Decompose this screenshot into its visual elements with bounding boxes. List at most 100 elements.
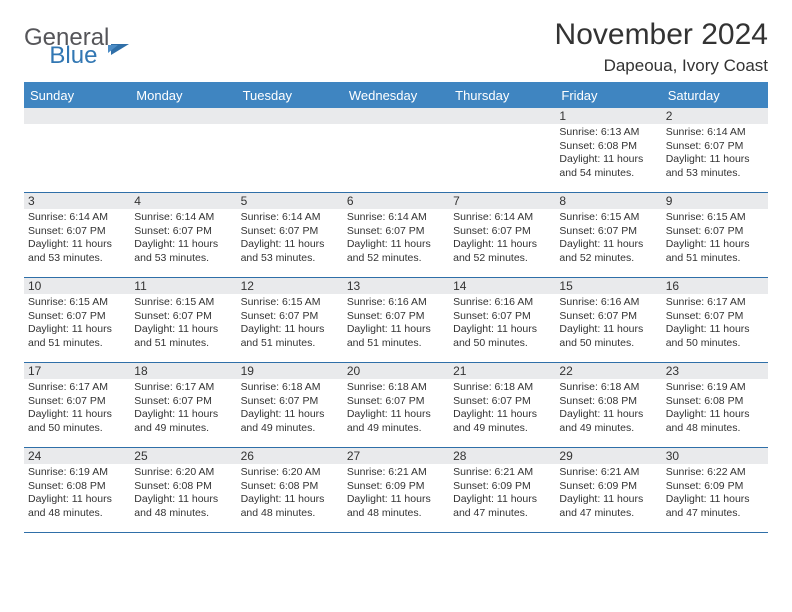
day-details: Sunrise: 6:20 AMSunset: 6:08 PMDaylight:…	[237, 464, 343, 524]
sunset-text: Sunset: 6:08 PM	[666, 395, 764, 409]
sunset-text: Sunset: 6:09 PM	[347, 480, 445, 494]
day-details: Sunrise: 6:19 AMSunset: 6:08 PMDaylight:…	[662, 379, 768, 439]
sunrise-text: Sunrise: 6:19 AM	[28, 466, 126, 480]
sunset-text: Sunset: 6:09 PM	[666, 480, 764, 494]
sunset-text: Sunset: 6:07 PM	[347, 225, 445, 239]
day-cell: 28Sunrise: 6:21 AMSunset: 6:09 PMDayligh…	[449, 448, 555, 532]
sunrise-text: Sunrise: 6:19 AM	[666, 381, 764, 395]
title-block: November 2024 Dapeoua, Ivory Coast	[555, 18, 768, 76]
day-details: Sunrise: 6:21 AMSunset: 6:09 PMDaylight:…	[449, 464, 555, 524]
day-cell: 8Sunrise: 6:15 AMSunset: 6:07 PMDaylight…	[555, 193, 661, 277]
day-details: Sunrise: 6:21 AMSunset: 6:09 PMDaylight:…	[555, 464, 661, 524]
day-cell: 13Sunrise: 6:16 AMSunset: 6:07 PMDayligh…	[343, 278, 449, 362]
daylight-text: Daylight: 11 hours and 47 minutes.	[666, 493, 764, 520]
daylight-text: Daylight: 11 hours and 50 minutes.	[559, 323, 657, 350]
day-cell: 15Sunrise: 6:16 AMSunset: 6:07 PMDayligh…	[555, 278, 661, 362]
daylight-text: Daylight: 11 hours and 49 minutes.	[134, 408, 232, 435]
day-details: Sunrise: 6:16 AMSunset: 6:07 PMDaylight:…	[449, 294, 555, 354]
day-cell	[237, 108, 343, 192]
day-number-empty	[24, 108, 130, 124]
day-number: 3	[24, 193, 130, 209]
day-details: Sunrise: 6:15 AMSunset: 6:07 PMDaylight:…	[555, 209, 661, 269]
sunrise-text: Sunrise: 6:15 AM	[666, 211, 764, 225]
day-details: Sunrise: 6:17 AMSunset: 6:07 PMDaylight:…	[662, 294, 768, 354]
sunrise-text: Sunrise: 6:17 AM	[666, 296, 764, 310]
day-number: 5	[237, 193, 343, 209]
sunset-text: Sunset: 6:07 PM	[347, 395, 445, 409]
sunrise-text: Sunrise: 6:17 AM	[134, 381, 232, 395]
day-details: Sunrise: 6:16 AMSunset: 6:07 PMDaylight:…	[555, 294, 661, 354]
day-number: 17	[24, 363, 130, 379]
location-label: Dapeoua, Ivory Coast	[555, 56, 768, 76]
day-number: 16	[662, 278, 768, 294]
day-number-empty	[343, 108, 449, 124]
sunrise-text: Sunrise: 6:14 AM	[666, 126, 764, 140]
day-number: 4	[130, 193, 236, 209]
day-number: 10	[24, 278, 130, 294]
day-cell: 23Sunrise: 6:19 AMSunset: 6:08 PMDayligh…	[662, 363, 768, 447]
sunrise-text: Sunrise: 6:18 AM	[347, 381, 445, 395]
daylight-text: Daylight: 11 hours and 52 minutes.	[347, 238, 445, 265]
calendar-page: General Blue November 2024 Dapeoua, Ivor…	[0, 0, 792, 612]
day-details: Sunrise: 6:18 AMSunset: 6:07 PMDaylight:…	[449, 379, 555, 439]
logo-text-blue: Blue	[49, 42, 97, 70]
day-details: Sunrise: 6:22 AMSunset: 6:09 PMDaylight:…	[662, 464, 768, 524]
day-cell: 5Sunrise: 6:14 AMSunset: 6:07 PMDaylight…	[237, 193, 343, 277]
day-details: Sunrise: 6:16 AMSunset: 6:07 PMDaylight:…	[343, 294, 449, 354]
sunrise-text: Sunrise: 6:14 AM	[28, 211, 126, 225]
sunrise-text: Sunrise: 6:15 AM	[28, 296, 126, 310]
sunrise-text: Sunrise: 6:14 AM	[347, 211, 445, 225]
sunset-text: Sunset: 6:08 PM	[28, 480, 126, 494]
day-number: 6	[343, 193, 449, 209]
day-details: Sunrise: 6:19 AMSunset: 6:08 PMDaylight:…	[24, 464, 130, 524]
day-cell: 18Sunrise: 6:17 AMSunset: 6:07 PMDayligh…	[130, 363, 236, 447]
sunrise-text: Sunrise: 6:16 AM	[347, 296, 445, 310]
day-cell: 16Sunrise: 6:17 AMSunset: 6:07 PMDayligh…	[662, 278, 768, 362]
day-number: 23	[662, 363, 768, 379]
day-details: Sunrise: 6:13 AMSunset: 6:08 PMDaylight:…	[555, 124, 661, 184]
day-cell: 10Sunrise: 6:15 AMSunset: 6:07 PMDayligh…	[24, 278, 130, 362]
day-details: Sunrise: 6:14 AMSunset: 6:07 PMDaylight:…	[662, 124, 768, 184]
day-number: 18	[130, 363, 236, 379]
day-cell: 11Sunrise: 6:15 AMSunset: 6:07 PMDayligh…	[130, 278, 236, 362]
sunset-text: Sunset: 6:07 PM	[453, 225, 551, 239]
day-number: 30	[662, 448, 768, 464]
day-details: Sunrise: 6:15 AMSunset: 6:07 PMDaylight:…	[237, 294, 343, 354]
month-title: November 2024	[555, 18, 768, 52]
day-cell: 14Sunrise: 6:16 AMSunset: 6:07 PMDayligh…	[449, 278, 555, 362]
day-header-mon: Monday	[130, 84, 236, 108]
week-row: 1Sunrise: 6:13 AMSunset: 6:08 PMDaylight…	[24, 108, 768, 193]
daylight-text: Daylight: 11 hours and 53 minutes.	[241, 238, 339, 265]
sunset-text: Sunset: 6:07 PM	[241, 395, 339, 409]
day-cell: 21Sunrise: 6:18 AMSunset: 6:07 PMDayligh…	[449, 363, 555, 447]
day-cell: 30Sunrise: 6:22 AMSunset: 6:09 PMDayligh…	[662, 448, 768, 532]
day-cell	[449, 108, 555, 192]
week-row: 3Sunrise: 6:14 AMSunset: 6:07 PMDaylight…	[24, 193, 768, 278]
sunset-text: Sunset: 6:08 PM	[559, 140, 657, 154]
daylight-text: Daylight: 11 hours and 49 minutes.	[453, 408, 551, 435]
daylight-text: Daylight: 11 hours and 49 minutes.	[559, 408, 657, 435]
daylight-text: Daylight: 11 hours and 51 minutes.	[666, 238, 764, 265]
day-number: 11	[130, 278, 236, 294]
day-header-row: Sunday Monday Tuesday Wednesday Thursday…	[24, 84, 768, 108]
sunset-text: Sunset: 6:07 PM	[241, 225, 339, 239]
day-number: 29	[555, 448, 661, 464]
sunrise-text: Sunrise: 6:18 AM	[559, 381, 657, 395]
sunrise-text: Sunrise: 6:15 AM	[559, 211, 657, 225]
day-number: 25	[130, 448, 236, 464]
daylight-text: Daylight: 11 hours and 53 minutes.	[134, 238, 232, 265]
day-details: Sunrise: 6:14 AMSunset: 6:07 PMDaylight:…	[237, 209, 343, 269]
daylight-text: Daylight: 11 hours and 49 minutes.	[347, 408, 445, 435]
day-number: 22	[555, 363, 661, 379]
sunrise-text: Sunrise: 6:14 AM	[453, 211, 551, 225]
day-cell: 24Sunrise: 6:19 AMSunset: 6:08 PMDayligh…	[24, 448, 130, 532]
day-header-wed: Wednesday	[343, 84, 449, 108]
day-header-tue: Tuesday	[237, 84, 343, 108]
day-cell: 12Sunrise: 6:15 AMSunset: 6:07 PMDayligh…	[237, 278, 343, 362]
daylight-text: Daylight: 11 hours and 52 minutes.	[453, 238, 551, 265]
sunrise-text: Sunrise: 6:16 AM	[453, 296, 551, 310]
week-row: 17Sunrise: 6:17 AMSunset: 6:07 PMDayligh…	[24, 363, 768, 448]
sunset-text: Sunset: 6:07 PM	[134, 225, 232, 239]
daylight-text: Daylight: 11 hours and 48 minutes.	[134, 493, 232, 520]
sunrise-text: Sunrise: 6:14 AM	[241, 211, 339, 225]
